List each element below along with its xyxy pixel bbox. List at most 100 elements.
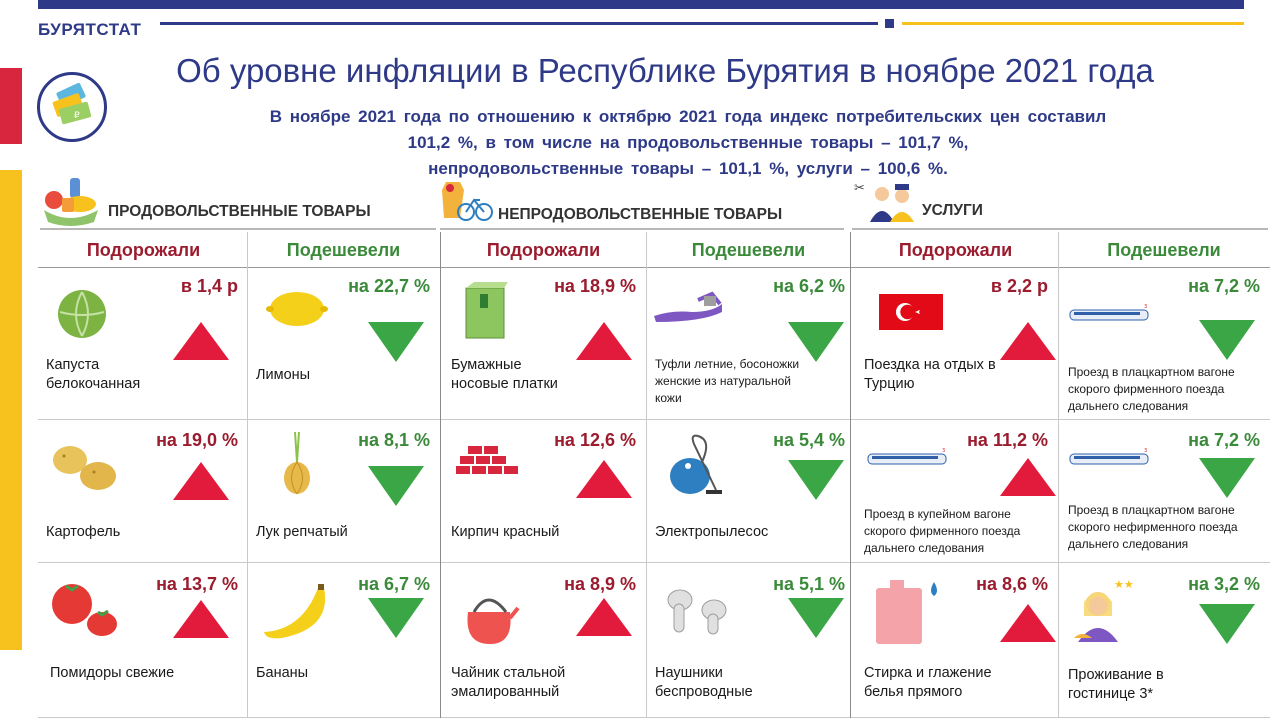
train-icon: 3	[1068, 304, 1152, 329]
summary-text: В ноябре 2021 года по отношению к октябр…	[150, 104, 1226, 182]
cell-value: на 7,2 %	[1188, 276, 1260, 296]
col-head-services-down: Подешевели	[1107, 240, 1221, 260]
cell-label: Наушники беспроводные	[655, 665, 753, 700]
col-head-nonfood-up: Подорожали	[486, 240, 601, 260]
header-line-yellow	[902, 22, 1244, 25]
decrease-arrow-icon	[1199, 604, 1255, 644]
service-workers-icon: ✂	[852, 178, 918, 231]
earbuds-icon	[662, 586, 734, 641]
decrease-arrow-icon	[788, 322, 844, 362]
svg-text:★★: ★★	[1114, 578, 1134, 591]
summary-line-1: В ноябре 2021 года по отношению к октябр…	[269, 107, 1107, 126]
cell-label: Стирка и глажение белья прямого	[864, 665, 992, 700]
svg-text:3: 3	[942, 448, 945, 454]
cell-value: на 22,7 %	[348, 276, 430, 296]
cell-value: на 11,2 %	[967, 430, 1048, 450]
increase-arrow-icon	[576, 460, 632, 498]
grid-divider	[850, 232, 851, 718]
cell-value: на 5,4 %	[773, 430, 845, 450]
cell-label: Проезд в плацкартном вагоне скорого фирм…	[1068, 365, 1235, 413]
cell-value: на 8,1 %	[358, 430, 430, 450]
banana-icon	[262, 584, 332, 647]
brand-label: БУРЯТСТАТ	[38, 20, 142, 39]
svg-text:3: 3	[1144, 448, 1147, 454]
onion-icon	[282, 431, 312, 501]
cell-value: на 8,9 %	[564, 574, 636, 594]
cell-label: Электропылесос	[655, 524, 769, 540]
summary-line-2: 101,2 %, в том числе на продовольственны…	[407, 133, 969, 152]
cell-label: Чайник стальной эмалированный	[451, 665, 566, 700]
vacuum-cleaner-icon	[662, 432, 724, 501]
grid-divider	[440, 232, 441, 718]
cell-value: в 2,2 р	[990, 276, 1048, 296]
section-title-services: УСЛУГИ	[922, 202, 983, 219]
grid-divider	[247, 232, 248, 718]
decrease-arrow-icon	[368, 322, 424, 362]
decrease-arrow-icon	[1199, 320, 1255, 360]
increase-arrow-icon	[173, 600, 229, 638]
increase-arrow-icon	[173, 462, 229, 500]
hotel-receptionist-icon: ★★	[1072, 576, 1144, 647]
section-title-food: ПРОДОВОЛЬСТВЕННЫЕ ТОВАРЫ	[108, 203, 371, 220]
grid-line	[38, 419, 1270, 420]
header-line	[160, 22, 878, 25]
kettle-icon	[460, 586, 520, 651]
bricks-icon	[456, 446, 520, 481]
cell-label: Туфли летние, босоножки женские из натур…	[655, 357, 800, 405]
increase-arrow-icon	[1000, 604, 1056, 642]
cell-value: на 3,2 %	[1188, 574, 1260, 594]
cell-value: на 8,6 %	[976, 574, 1048, 594]
header-square	[885, 19, 894, 28]
cell-label: Проезд в купейном вагоне скорого фирменн…	[864, 507, 1021, 555]
increase-arrow-icon	[1000, 322, 1056, 360]
cell-label: Капуста белокочанная	[46, 357, 141, 392]
decrease-arrow-icon	[788, 460, 844, 500]
col-head-food-up: Подорожали	[86, 240, 201, 260]
cell-label: Проезд в плацкартном вагоне скорого нефи…	[1068, 503, 1238, 551]
col-head-nonfood-down: Подешевели	[691, 240, 806, 260]
increase-arrow-icon	[576, 322, 632, 360]
cell-label: Картофель	[46, 524, 121, 540]
cell-value: на 13,7 %	[156, 574, 238, 594]
cell-value: на 6,2 %	[773, 276, 845, 296]
clothes-bicycle-icon	[440, 178, 496, 227]
section-line-food	[40, 228, 436, 230]
increase-arrow-icon	[173, 322, 229, 360]
cell-value: на 7,2 %	[1188, 430, 1260, 450]
decrease-arrow-icon	[1199, 458, 1255, 498]
cell-label: Поездка на отдых в Турцию	[864, 357, 996, 392]
cell-label: Лук репчатый	[256, 524, 348, 540]
section-title-nonfood: НЕПРОДОВОЛЬСТВЕННЫЕ ТОВАРЫ	[498, 206, 783, 223]
turkey-flag-icon	[879, 294, 943, 335]
grid-line	[38, 267, 1270, 268]
grid-divider	[1058, 232, 1059, 718]
cell-label: Помидоры свежие	[50, 665, 175, 681]
cell-value: на 5,1 %	[773, 574, 845, 594]
cell-value: на 19,0 %	[156, 430, 238, 450]
cell-value: на 6,7 %	[358, 574, 430, 594]
cell-value: на 18,9 %	[554, 276, 636, 296]
cell-label: Проживание в гостинице 3*	[1068, 667, 1164, 702]
decrease-arrow-icon	[368, 466, 424, 506]
decrease-arrow-icon	[368, 598, 424, 638]
svg-text:✂: ✂	[854, 181, 865, 196]
cell-label: Бумажные носовые платки	[451, 357, 558, 392]
col-head-food-down: Подешевели	[286, 240, 401, 260]
page-title: Об уровне инфляции в Республике Бурятия …	[176, 52, 1154, 89]
cell-value: в 1,4 р	[180, 276, 238, 296]
svg-text:₽: ₽	[74, 111, 80, 121]
increase-arrow-icon	[576, 598, 632, 636]
svg-text:3: 3	[1144, 304, 1147, 310]
cell-value: на 12,6 %	[554, 430, 636, 450]
grid-divider	[646, 232, 647, 718]
section-line-services	[852, 228, 1268, 230]
side-accent-red	[0, 68, 22, 144]
lemon-icon	[266, 288, 328, 335]
money-logo-icon: ₽	[37, 72, 107, 142]
decrease-arrow-icon	[788, 598, 844, 638]
cabbage-icon	[56, 288, 108, 345]
detergent-icon	[872, 576, 944, 653]
potato-icon	[50, 442, 120, 499]
increase-arrow-icon	[1000, 458, 1056, 496]
train-icon: 3	[866, 448, 950, 473]
